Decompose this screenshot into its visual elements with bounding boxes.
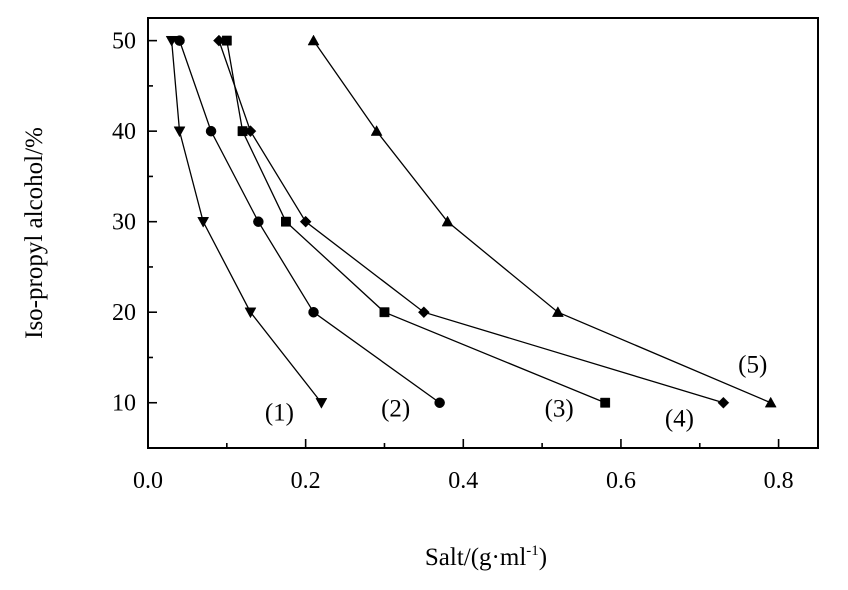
data-point	[315, 398, 328, 409]
series-2: (2)	[174, 35, 445, 423]
data-point	[173, 126, 186, 138]
y-axis-ticks: 10 20 30 40 50	[112, 29, 157, 417]
data-point	[379, 307, 390, 318]
data-point	[299, 215, 312, 228]
data-point	[197, 217, 210, 228]
data-point	[717, 396, 730, 409]
y-tick-label: 20	[112, 300, 136, 326]
data-point	[281, 216, 291, 227]
x-tick-label: 0.6	[606, 468, 636, 494]
data-point	[244, 307, 257, 319]
series-label: (2)	[381, 396, 410, 423]
x-tick-label: 0.4	[448, 468, 478, 494]
series-label: (5)	[738, 352, 767, 379]
series-1: (1)	[165, 35, 328, 427]
data-point	[418, 306, 430, 319]
series-label: (4)	[665, 406, 694, 433]
data-point	[307, 34, 320, 46]
x-tick-label: 0.8	[764, 468, 794, 494]
data-point	[370, 125, 383, 136]
y-tick-label: 50	[112, 29, 136, 55]
series-group: (1) (2) (3) (4) (5)	[165, 34, 777, 433]
x-tick-label: 0.0	[133, 468, 163, 494]
data-point	[764, 396, 777, 408]
data-point	[551, 306, 564, 317]
data-point	[244, 125, 257, 138]
series-5: (5)	[307, 34, 777, 408]
series-label: (3)	[545, 396, 574, 423]
data-point	[434, 397, 445, 408]
data-point	[253, 216, 264, 227]
data-point	[308, 306, 319, 318]
data-point	[600, 397, 611, 408]
x-axis-ticks: 0.0 0.2 0.4 0.6 0.8	[133, 439, 794, 494]
data-point	[441, 215, 454, 227]
y-tick-label: 30	[112, 210, 136, 236]
series-4: (4)	[213, 34, 730, 433]
x-axis-label: Salt/(g·ml-1)	[425, 543, 547, 571]
series-line	[170, 40, 322, 404]
y-tick-label: 40	[112, 119, 136, 145]
plot-frame	[147, 17, 819, 449]
x-axis-label-exponent: -1	[526, 543, 539, 559]
y-tick-label: 10	[112, 391, 136, 417]
data-point	[213, 34, 225, 47]
axes	[147, 17, 819, 449]
data-point	[237, 126, 248, 137]
series-3: (3)	[221, 35, 611, 423]
series-label: (1)	[265, 400, 294, 427]
data-point	[174, 35, 185, 46]
y-axis-label: Iso-propyl alcohol/%	[21, 127, 48, 339]
data-point	[205, 125, 217, 137]
x-tick-label: 0.2	[291, 468, 321, 494]
